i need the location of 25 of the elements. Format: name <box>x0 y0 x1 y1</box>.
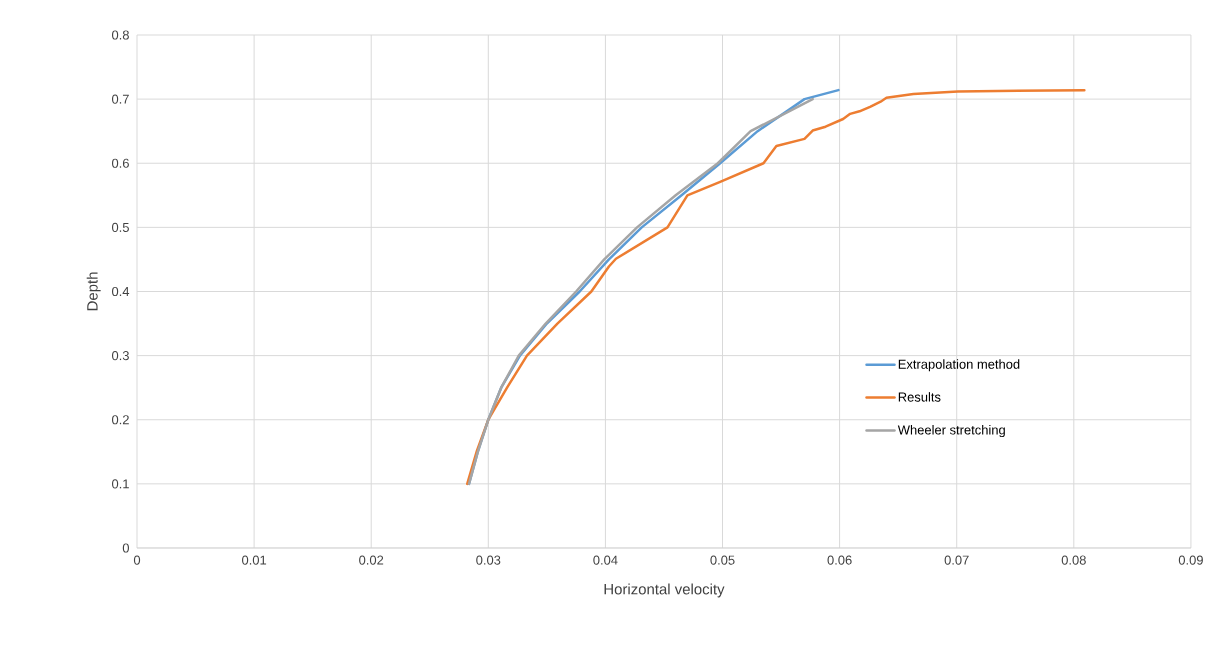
y-tick-label: 0.1 <box>111 479 129 489</box>
x-tick-label: 0.08 <box>1061 555 1086 565</box>
y-tick-label: 0.8 <box>111 30 129 40</box>
y-tick-label: 0.5 <box>111 222 129 232</box>
x-tick-label: 0.02 <box>359 555 384 565</box>
y-tick-label: 0 <box>122 543 129 553</box>
y-tick-label: 0.3 <box>111 351 129 361</box>
y-tick-label: 0.6 <box>111 158 129 168</box>
x-tick-label: 0.05 <box>710 555 735 565</box>
legend-label: Results <box>898 392 941 402</box>
x-tick-label: 0.01 <box>242 555 267 565</box>
x-tick-label: 0.09 <box>1178 555 1203 565</box>
y-tick-label: 0.2 <box>111 415 129 425</box>
line-series <box>465 88 1086 486</box>
x-tick-label: 0.06 <box>827 555 852 565</box>
x-tick-label: 0.04 <box>593 555 618 565</box>
y-tick-label: 0.4 <box>111 286 130 297</box>
legend-label: Wheeler stretching <box>897 425 1005 438</box>
x-axis-title: Horizontal velocity <box>604 583 725 598</box>
x-tick-label: 0 <box>133 555 141 565</box>
y-axis-title: Depth <box>86 272 101 311</box>
x-tick-label: 0.07 <box>944 555 969 565</box>
y-tick-label: 0.7 <box>111 94 129 104</box>
x-tick-label: 0.03 <box>476 555 501 565</box>
legend-label: Extrapolation method <box>898 359 1020 372</box>
